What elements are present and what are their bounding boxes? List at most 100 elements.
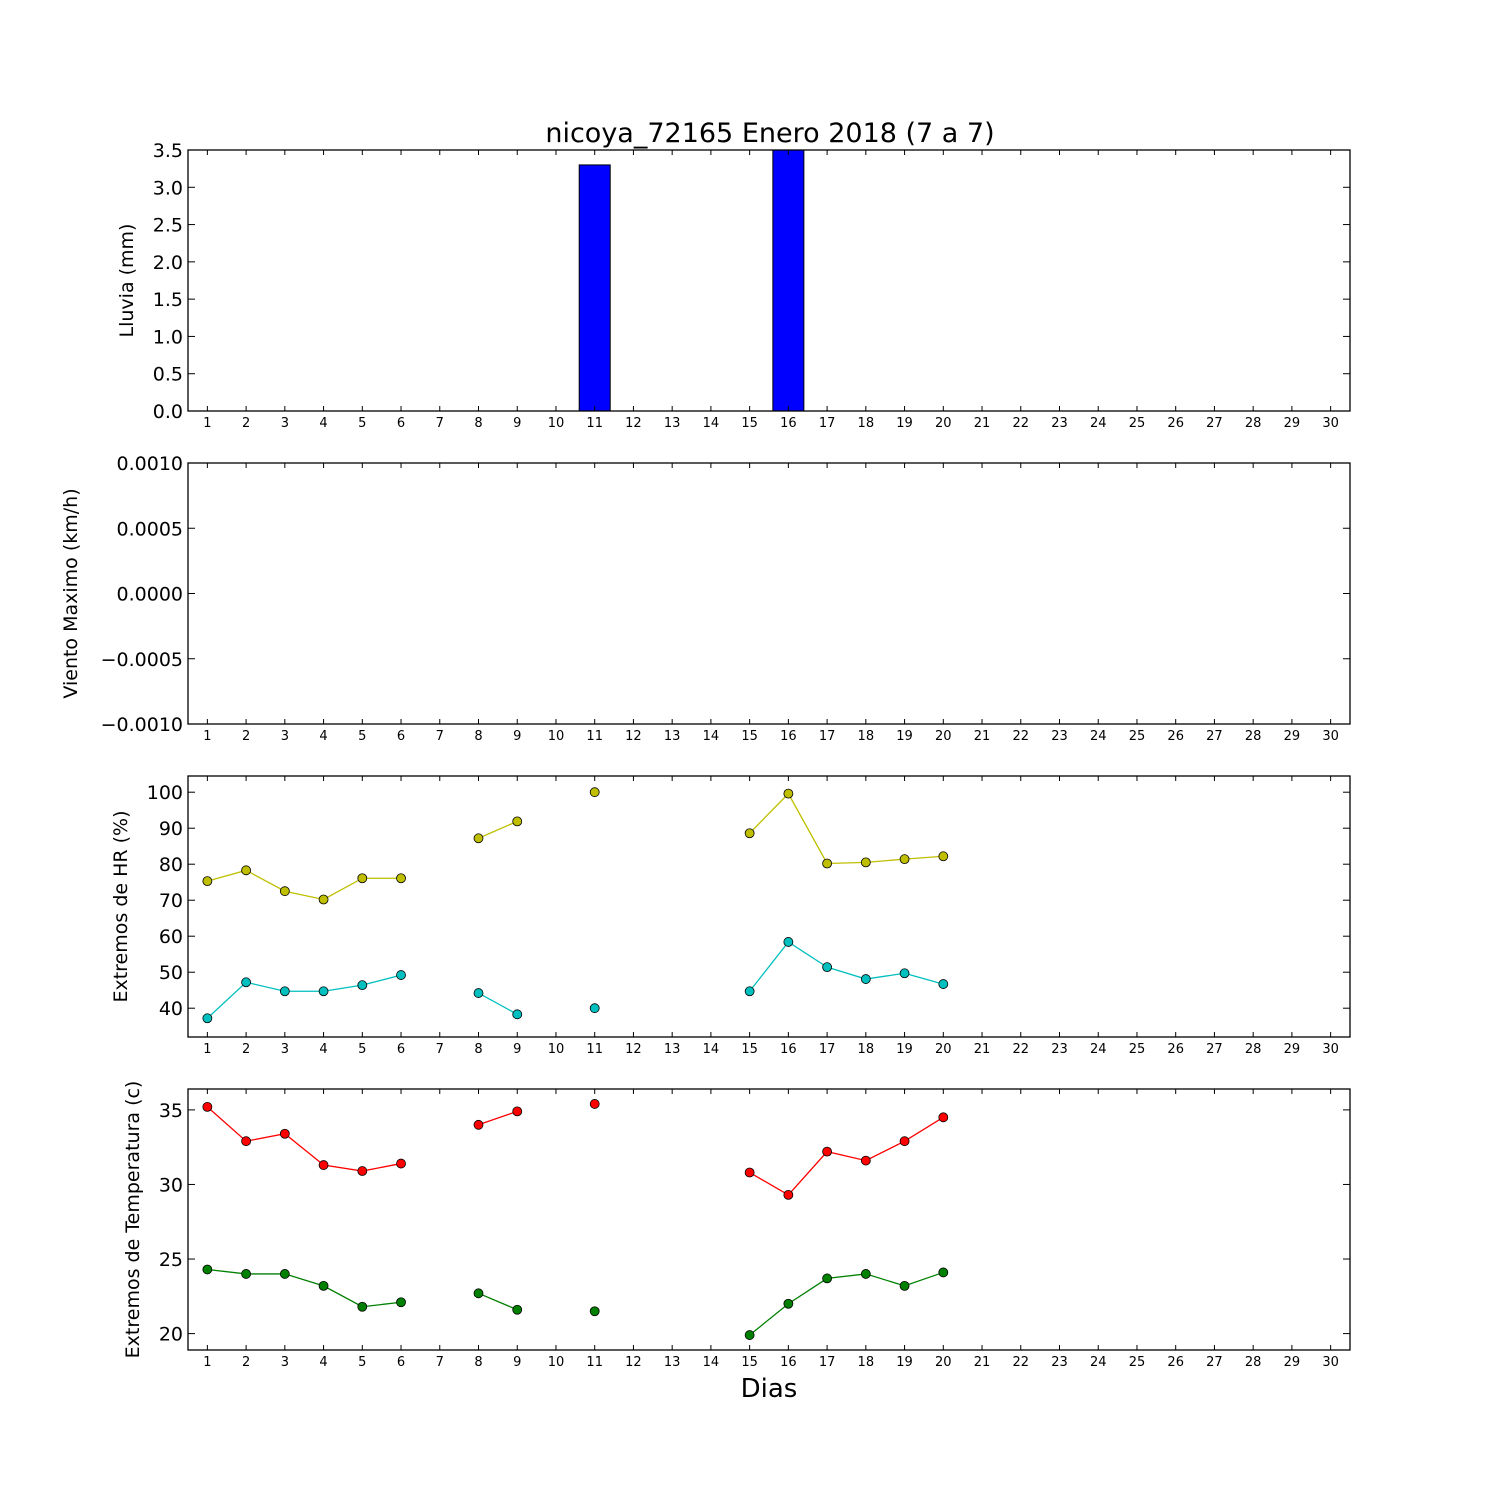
temperature-x-tick-label: 25 [1129, 1355, 1146, 1370]
humidity-series-1-point [783, 788, 794, 799]
humidity-series-1-point [899, 854, 910, 865]
temperature-y-tick-label: 20 [159, 1324, 183, 1346]
humidity-y-tick-label: 50 [159, 962, 183, 984]
temperature-x-tick-label: 11 [586, 1355, 603, 1370]
temperature-x-tick-label: 24 [1090, 1355, 1107, 1370]
humidity-series-1-point [357, 873, 368, 884]
temperature-x-tick-label: 20 [935, 1355, 952, 1370]
humidity-y-tick-label: 90 [159, 818, 183, 840]
temperature-series-1-point [279, 1128, 290, 1139]
wind-x-tick-label: 26 [1167, 729, 1184, 744]
rain-x-tick-label: 30 [1322, 416, 1339, 431]
rain-y-tick-label: 1.0 [153, 326, 183, 348]
temperature-series-1-point [202, 1101, 213, 1112]
temperature-series-1-point [822, 1146, 832, 1157]
humidity-x-tick-label: 21 [974, 1042, 991, 1057]
humidity-x-tick-label: 17 [819, 1042, 836, 1057]
humidity-x-tick-label: 6 [397, 1042, 405, 1057]
temperature-x-tick-label: 27 [1206, 1355, 1223, 1370]
humidity-series-2-point [822, 962, 832, 973]
temperature-series-2-point [822, 1273, 832, 1284]
temperature-x-tick-label: 26 [1167, 1355, 1184, 1370]
humidity-series-2-point [396, 970, 406, 980]
wind-x-tick-label: 27 [1206, 729, 1223, 744]
temperature-x-tick-label: 18 [858, 1355, 875, 1370]
wind-x-tick-label: 1 [203, 729, 211, 744]
temperature-axes-frame [187, 1088, 1351, 1351]
humidity-series-1-point [318, 894, 329, 905]
rain-x-tick-label: 5 [358, 416, 366, 431]
wind-x-tick-label: 14 [703, 729, 720, 744]
temperature-x-tick-label: 17 [819, 1355, 836, 1370]
humidity-x-tick-label: 22 [1012, 1042, 1029, 1057]
rain-x-tick-label: 9 [513, 416, 521, 431]
wind-x-tick-label: 7 [436, 729, 444, 744]
rain-y-axis-label: Lluvia (mm) [116, 224, 138, 338]
wind-x-tick-label: 8 [474, 729, 482, 744]
temperature-series-2-point [899, 1280, 910, 1291]
temperature-series-1-point [473, 1119, 484, 1130]
temperature-series-1-point [241, 1136, 252, 1147]
temperature-series-2-point [241, 1269, 252, 1279]
humidity-x-tick-label: 23 [1051, 1042, 1068, 1057]
temperature-x-tick-label: 12 [625, 1355, 642, 1370]
temperature-x-tick-label: 19 [896, 1355, 913, 1370]
panel-wind: 1 2 3 4 5 6 7 8 9 10 11 12 13 14 15 16 17 18 19 20 21 22 23 24 2… [60, 453, 1351, 744]
humidity-x-tick-label: 29 [1284, 1042, 1301, 1057]
temperature-series-2-point [860, 1269, 871, 1279]
rain-x-tick-label: 4 [319, 416, 327, 431]
temperature-series-2-point [783, 1298, 794, 1309]
rain-y-tick-label: 2.0 [153, 252, 183, 274]
rain-y-tick-label: 3.5 [153, 140, 183, 162]
temperature-series-2-line [749, 1271, 944, 1336]
wind-x-tick-label: 18 [858, 729, 875, 744]
temperature-x-tick-label: 15 [741, 1355, 758, 1370]
humidity-series-1-line [478, 820, 518, 839]
humidity-y-tick-label: 100 [147, 782, 183, 804]
humidity-x-tick-label: 2 [242, 1042, 250, 1057]
temperature-series-1-point [396, 1158, 406, 1169]
humidity-x-tick-label: 5 [358, 1042, 366, 1057]
humidity-x-tick-label: 19 [896, 1042, 913, 1057]
temperature-series-2-point [589, 1306, 600, 1317]
temperature-x-tick-label: 7 [436, 1355, 444, 1370]
rain-axes-frame [187, 149, 1351, 412]
humidity-series-2-line [749, 941, 944, 992]
temperature-series-1-point [357, 1166, 368, 1176]
humidity-x-tick-label: 30 [1322, 1042, 1339, 1057]
humidity-series-2-point [357, 980, 368, 991]
temperature-x-tick-label: 5 [358, 1355, 366, 1370]
wind-y-tick-label: 0.0005 [117, 518, 183, 540]
rain-x-tick-label: 16 [780, 416, 797, 431]
temperature-series-1-line [206, 1106, 402, 1172]
x-axis-label: Dias [741, 1374, 798, 1404]
humidity-series-2-point [589, 1003, 600, 1014]
humidity-series-2-point [512, 1009, 523, 1020]
humidity-y-axis-label: Extremos de HR (%) [110, 810, 132, 1002]
temperature-x-tick-label: 28 [1245, 1355, 1262, 1370]
temperature-x-tick-label: 23 [1051, 1355, 1068, 1370]
panel-rain: 1 2 3 4 5 6 7 8 9 10 11 12 13 14 15 16 17 18 19 20 21 22 23 24 2… [116, 140, 1351, 431]
humidity-x-tick-label: 7 [436, 1042, 444, 1057]
rain-x-tick-label: 21 [974, 416, 991, 431]
rain-x-tick-label: 23 [1051, 416, 1068, 431]
temperature-x-tick-label: 29 [1284, 1355, 1301, 1370]
rain-x-tick-label: 17 [819, 416, 836, 431]
temperature-series-2-line [478, 1292, 518, 1311]
wind-y-axis-label: Viento Maximo (km/h) [60, 488, 82, 698]
wind-x-tick-label: 21 [974, 729, 991, 744]
temperature-x-tick-label: 22 [1012, 1355, 1029, 1370]
wind-x-tick-label: 28 [1245, 729, 1262, 744]
wind-y-tick-label: 0.0010 [117, 453, 183, 475]
temperature-x-tick-label: 30 [1322, 1355, 1339, 1370]
humidity-x-tick-label: 14 [703, 1042, 720, 1057]
temperature-series-1-point [589, 1099, 600, 1109]
temperature-series-2-point [279, 1269, 290, 1279]
temperature-series-2-point [938, 1267, 949, 1278]
temperature-x-tick-label: 6 [397, 1355, 405, 1370]
humidity-x-tick-label: 24 [1090, 1042, 1107, 1057]
rain-x-tick-label: 8 [474, 416, 482, 431]
temperature-series-2-point [744, 1330, 755, 1340]
temperature-series-1-point [318, 1160, 329, 1170]
